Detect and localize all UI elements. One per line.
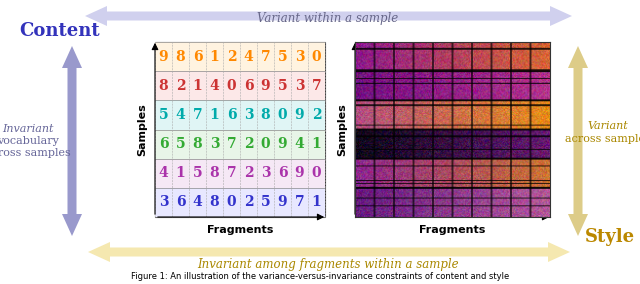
- Text: 1: 1: [210, 50, 220, 64]
- Text: 3: 3: [294, 79, 304, 93]
- Text: 2: 2: [227, 50, 236, 64]
- Text: 6: 6: [227, 108, 236, 122]
- Text: 3: 3: [294, 50, 304, 64]
- Text: Variant within a sample: Variant within a sample: [257, 12, 399, 25]
- Text: 1: 1: [210, 108, 220, 122]
- Text: 7: 7: [227, 166, 236, 180]
- Text: 4: 4: [210, 79, 220, 93]
- Text: 0: 0: [312, 166, 321, 180]
- Text: 4: 4: [294, 137, 305, 151]
- Text: Invariant: Invariant: [3, 124, 54, 134]
- Text: across samples: across samples: [0, 148, 71, 158]
- Text: 6: 6: [193, 50, 202, 64]
- Text: 5: 5: [278, 79, 287, 93]
- Text: 1: 1: [193, 79, 202, 93]
- Bar: [155, 159, 325, 188]
- Text: 7: 7: [193, 108, 202, 122]
- Text: Style: Style: [585, 228, 635, 246]
- Text: 8: 8: [159, 79, 168, 93]
- Text: 7: 7: [227, 137, 236, 151]
- Text: 6: 6: [244, 79, 253, 93]
- Text: 7: 7: [260, 50, 270, 64]
- Text: 3: 3: [244, 108, 253, 122]
- Text: 9: 9: [159, 50, 168, 64]
- Text: Fragments: Fragments: [207, 225, 273, 235]
- Text: 6: 6: [278, 166, 287, 180]
- Text: 4: 4: [244, 50, 253, 64]
- Text: across samples: across samples: [565, 134, 640, 144]
- Text: 2: 2: [244, 137, 253, 151]
- Bar: [155, 42, 325, 217]
- Text: 4: 4: [175, 108, 186, 122]
- Text: 9: 9: [294, 166, 304, 180]
- Bar: [155, 188, 325, 217]
- Text: vocabulary: vocabulary: [0, 136, 59, 146]
- Bar: [155, 100, 325, 130]
- Text: Figure 1: An illustration of the variance-versus-invariance constraints of conte: Figure 1: An illustration of the varianc…: [131, 272, 509, 281]
- Polygon shape: [85, 6, 572, 26]
- Text: 5: 5: [260, 195, 270, 209]
- Text: 8: 8: [260, 108, 270, 122]
- Text: 6: 6: [176, 195, 186, 209]
- Text: 2: 2: [176, 79, 186, 93]
- Text: 2: 2: [244, 195, 253, 209]
- Polygon shape: [62, 46, 82, 236]
- Text: 9: 9: [294, 108, 304, 122]
- Text: 3: 3: [159, 195, 168, 209]
- Polygon shape: [568, 46, 588, 236]
- Text: 5: 5: [176, 137, 186, 151]
- Text: 9: 9: [278, 137, 287, 151]
- Text: 3: 3: [260, 166, 270, 180]
- Text: Samples: Samples: [337, 103, 347, 156]
- Text: 0: 0: [278, 108, 287, 122]
- Text: 5: 5: [278, 50, 287, 64]
- Text: 0: 0: [227, 195, 236, 209]
- Bar: [155, 71, 325, 100]
- Text: 8: 8: [176, 50, 186, 64]
- Text: 3: 3: [210, 137, 220, 151]
- Text: 2: 2: [312, 108, 321, 122]
- Text: 5: 5: [193, 166, 202, 180]
- Text: 7: 7: [312, 79, 321, 93]
- Text: 8: 8: [193, 137, 202, 151]
- Text: Samples: Samples: [137, 103, 147, 156]
- Text: 8: 8: [210, 166, 220, 180]
- Text: 4: 4: [159, 166, 168, 180]
- Text: 0: 0: [227, 79, 236, 93]
- Text: 4: 4: [193, 195, 202, 209]
- Text: 1: 1: [175, 166, 186, 180]
- Text: Variant: Variant: [588, 121, 628, 131]
- Text: 5: 5: [159, 108, 168, 122]
- Polygon shape: [88, 242, 570, 262]
- Text: 9: 9: [260, 79, 270, 93]
- Text: Invariant among fragments within a sample: Invariant among fragments within a sampl…: [197, 258, 459, 271]
- Text: 1: 1: [312, 195, 321, 209]
- Text: Fragments: Fragments: [419, 225, 486, 235]
- Text: 9: 9: [278, 195, 287, 209]
- Text: 6: 6: [159, 137, 168, 151]
- Text: 7: 7: [294, 195, 304, 209]
- Text: 8: 8: [210, 195, 220, 209]
- Text: Content: Content: [20, 22, 100, 40]
- Text: 2: 2: [244, 166, 253, 180]
- Bar: [155, 130, 325, 159]
- Text: 0: 0: [260, 137, 270, 151]
- Text: 0: 0: [312, 50, 321, 64]
- Text: 1: 1: [312, 137, 321, 151]
- Bar: [155, 42, 325, 71]
